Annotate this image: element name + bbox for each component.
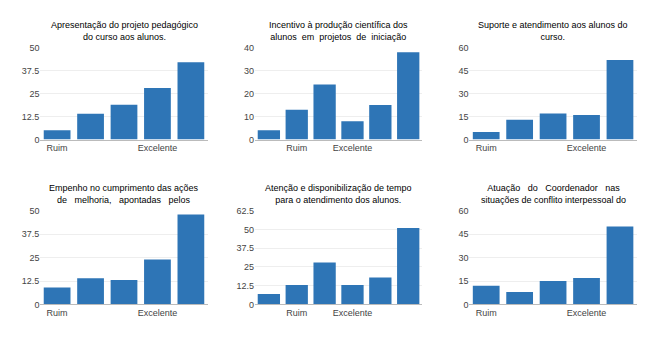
svg-text:45: 45 — [458, 229, 468, 239]
svg-text:25: 25 — [29, 89, 39, 99]
svg-text:30: 30 — [458, 253, 468, 263]
svg-text:20: 20 — [244, 89, 254, 99]
svg-text:62.5: 62.5 — [236, 206, 254, 216]
svg-text:25: 25 — [29, 253, 39, 263]
svg-text:37.5: 37.5 — [22, 229, 40, 239]
svg-text:0: 0 — [249, 135, 254, 145]
svg-text:15: 15 — [458, 112, 468, 122]
svg-text:Atuação do Coordenador n: Atuação do Coordenador nassituações de c… — [481, 183, 626, 205]
svg-text:Ruim: Ruim — [476, 143, 497, 153]
svg-text:50: 50 — [244, 225, 254, 235]
svg-text:Excelente: Excelente — [333, 143, 373, 153]
svg-text:50: 50 — [29, 206, 39, 216]
svg-text:Excelente: Excelente — [567, 308, 607, 318]
svg-text:60: 60 — [458, 206, 468, 216]
svg-text:Excelente: Excelente — [138, 143, 178, 153]
svg-text:Excelente: Excelente — [567, 143, 607, 153]
svg-text:37.5: 37.5 — [236, 243, 254, 253]
svg-text:30: 30 — [458, 89, 468, 99]
svg-text:Suporte e atendimento aos alun: Suporte e atendimento aos alunos docurso… — [478, 20, 628, 42]
svg-text:Ruim: Ruim — [286, 308, 307, 318]
svg-text:Empenho no cumprimento das açõ: Empenho no cumprimento das açõesde melho… — [49, 183, 199, 205]
svg-text:0: 0 — [34, 135, 39, 145]
svg-text:Ruim: Ruim — [47, 143, 68, 153]
svg-text:12.5: 12.5 — [236, 281, 254, 291]
svg-text:12.5: 12.5 — [22, 112, 40, 122]
svg-text:60: 60 — [458, 43, 468, 53]
svg-text:Ruim: Ruim — [47, 308, 68, 318]
svg-text:50: 50 — [29, 43, 39, 53]
svg-text:0: 0 — [34, 300, 39, 310]
svg-text:12.5: 12.5 — [22, 276, 40, 286]
svg-text:45: 45 — [458, 66, 468, 76]
svg-text:Ruim: Ruim — [286, 143, 307, 153]
svg-text:Apresentação do projeto pedagó: Apresentação do projeto pedagógicodo cur… — [51, 20, 198, 42]
svg-text:15: 15 — [458, 276, 468, 286]
svg-text:Atenção e disponibilização de: Atenção e disponibilização de tempopara … — [265, 183, 412, 205]
svg-text:Excelente: Excelente — [333, 308, 373, 318]
svg-text:10: 10 — [244, 112, 254, 122]
svg-text:30: 30 — [244, 66, 254, 76]
svg-text:40: 40 — [244, 43, 254, 53]
svg-text:25: 25 — [244, 262, 254, 272]
svg-text:0: 0 — [249, 300, 254, 310]
svg-text:0: 0 — [463, 135, 468, 145]
svg-text:37.5: 37.5 — [22, 66, 40, 76]
svg-text:Excelente: Excelente — [138, 308, 178, 318]
svg-text:Incentivo à produção científic: Incentivo à produção científica dosaluno… — [269, 20, 408, 42]
svg-text:0: 0 — [463, 300, 468, 310]
svg-text:Ruim: Ruim — [476, 308, 497, 318]
